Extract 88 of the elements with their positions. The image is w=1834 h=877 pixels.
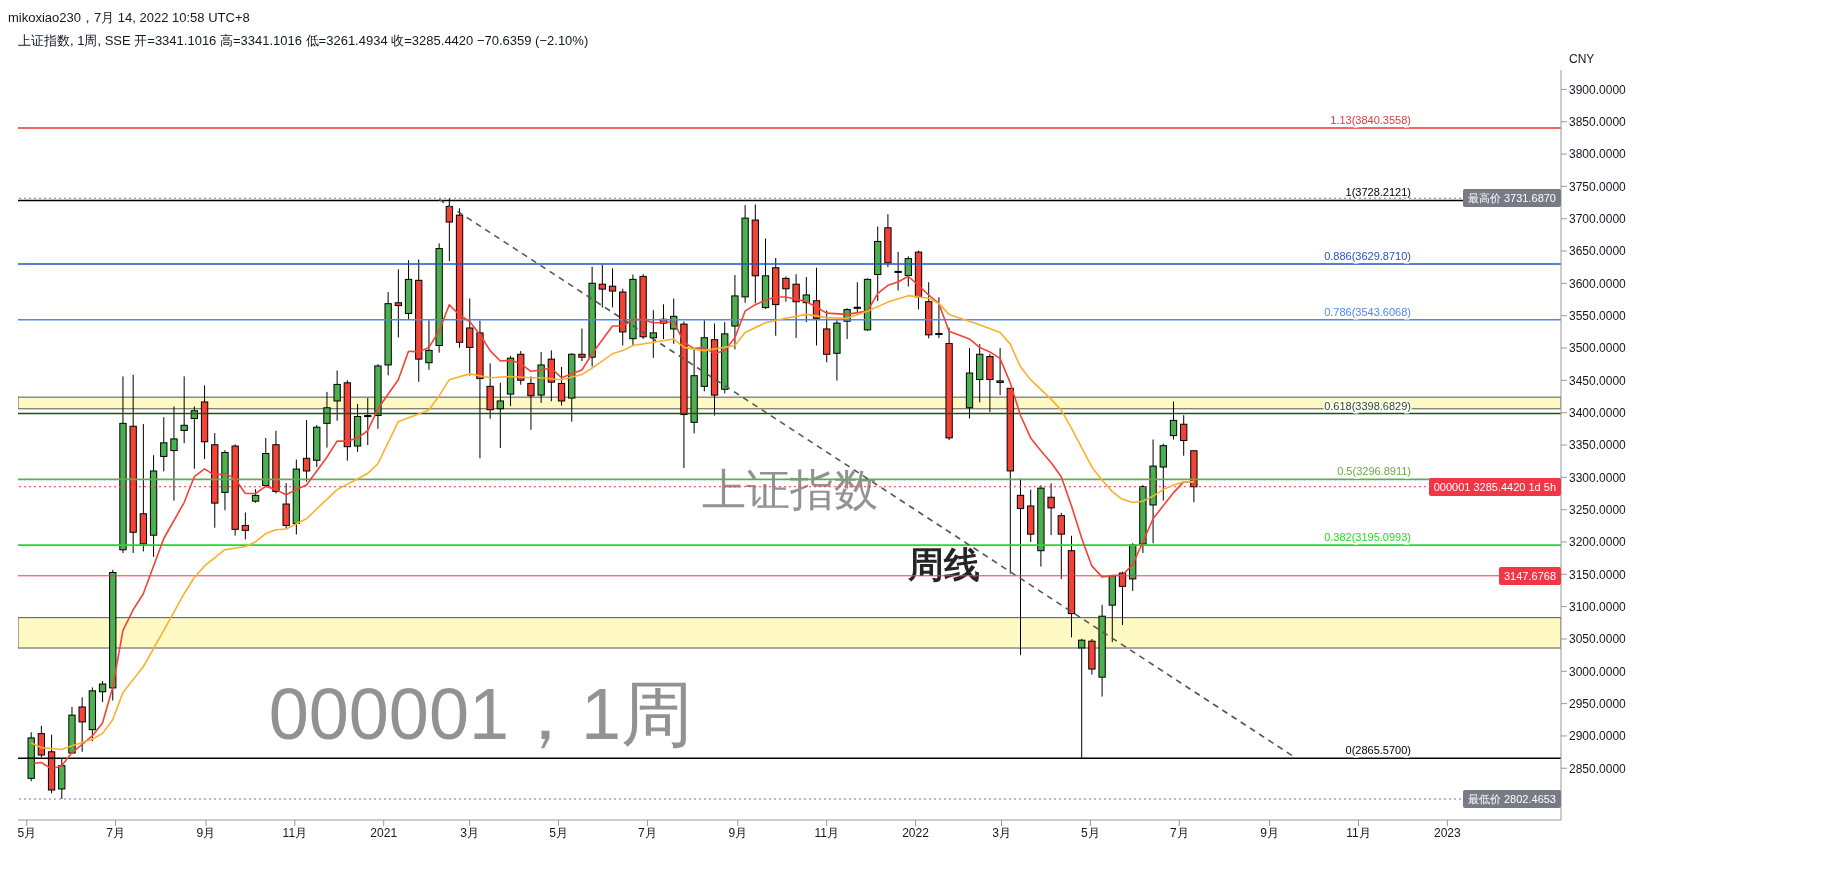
ref-line-label: 1.13(3840.3558) xyxy=(1330,113,1411,126)
y-tick-label: 3050.0000 xyxy=(1569,632,1627,647)
candlestick xyxy=(425,319,433,371)
x-tick-label: 7月 xyxy=(638,825,657,840)
candlestick xyxy=(527,375,535,431)
x-tick-label: 11月 xyxy=(282,825,308,840)
ref-line-label: 0.786(3543.6068) xyxy=(1324,305,1411,318)
ref-line-label: 0.5(3296.8911) xyxy=(1337,465,1411,478)
x-tick-label: 2021 xyxy=(370,825,398,840)
candlestick xyxy=(986,353,994,413)
y-tick-label: 3900.0000 xyxy=(1569,82,1627,97)
candlestick xyxy=(1159,443,1167,501)
candlestick xyxy=(1180,414,1188,457)
candlestick xyxy=(323,391,331,449)
ref-line-label: 最低价 2802.4653 xyxy=(1462,790,1561,808)
ref-line-label: 0(2865.5700) xyxy=(1345,744,1411,757)
x-tick-label: 3月 xyxy=(992,825,1011,840)
x-tick-label: 5月 xyxy=(1081,825,1100,840)
y-tick-label: 3800.0000 xyxy=(1569,147,1627,162)
candlestick xyxy=(935,296,943,339)
x-tick-label: 11月 xyxy=(814,825,839,840)
ref-line-label: 最高价 3731.6870 xyxy=(1462,189,1561,208)
y-tick-label: 3150.0000 xyxy=(1569,567,1627,582)
x-tick-label: 9月 xyxy=(196,825,216,840)
candlestick xyxy=(1057,512,1065,580)
candlestick xyxy=(486,362,494,420)
ref-line-label: 000001 3285.4420 1d 5h xyxy=(1428,477,1561,496)
candlestick xyxy=(1016,477,1025,656)
x-tick-label: 11月 xyxy=(1346,825,1371,840)
candlestick xyxy=(170,405,178,502)
chart-subtitle: mikoxiao230，7月 14, 2022 10:58 UTC+8 xyxy=(8,9,251,27)
y-tick-label: 3100.0000 xyxy=(1569,599,1627,614)
y-tick-label: 3750.0000 xyxy=(1569,179,1627,194)
y-tick-label: 3200.0000 xyxy=(1569,535,1627,550)
candlestick xyxy=(1169,401,1178,440)
y-tick-label: 3000.0000 xyxy=(1569,664,1627,679)
candlestick xyxy=(78,696,86,753)
x-tick-label: 2022 xyxy=(902,825,930,840)
x-tick-label: 3月 xyxy=(460,825,480,840)
candlestick xyxy=(466,297,474,377)
candlestick xyxy=(160,416,168,472)
x-tick-label: 5月 xyxy=(549,825,568,840)
annotation: 000001，1周 xyxy=(268,673,694,756)
chart-title: 上证指数, 1周, SSE 开=3341.1016 高=3341.1016 低=3261.4934 收=3285.4420 −70.6359 (−2.10%) xyxy=(18,33,589,48)
y-tick-label: 2900.0000 xyxy=(1569,729,1627,744)
y-tick-label: 3700.0000 xyxy=(1569,211,1627,226)
candlestick xyxy=(364,397,372,446)
candlestick xyxy=(649,309,657,359)
annotation: 周线 xyxy=(907,542,980,587)
y-tick-label: 3350.0000 xyxy=(1569,438,1627,453)
candlestick xyxy=(282,482,290,530)
candlestick xyxy=(578,328,586,362)
ref-line-label: 0.886(3629.8710) xyxy=(1324,250,1411,263)
candlestick xyxy=(894,251,902,291)
y-tick-label: 3550.0000 xyxy=(1569,308,1627,323)
candlestick xyxy=(180,375,188,444)
y-tick-label: 3400.0000 xyxy=(1569,405,1627,420)
candlestick xyxy=(98,680,107,703)
y-tick-label: 3850.0000 xyxy=(1569,114,1627,129)
candlestick xyxy=(394,268,403,338)
x-tick-label: 9月 xyxy=(1260,825,1279,840)
y-tick-label: 3300.0000 xyxy=(1569,470,1627,485)
candlestick xyxy=(1047,482,1055,536)
x-tick-label: 5月 xyxy=(17,825,37,840)
y-tick-label: 3450.0000 xyxy=(1569,373,1627,388)
candlestick xyxy=(996,347,1004,396)
y-tick-label: 3250.0000 xyxy=(1569,502,1627,517)
y-tick-label: 2850.0000 xyxy=(1569,761,1627,776)
y-tick-label: 3500.0000 xyxy=(1569,341,1627,356)
candlestick xyxy=(608,267,617,308)
ref-line-label: 3147.6768 xyxy=(1499,566,1561,585)
candlestick xyxy=(853,281,861,313)
candlestick xyxy=(333,369,341,422)
ref-line-label: 1(3728.2121) xyxy=(1345,186,1411,199)
text: CNY xyxy=(1569,52,1595,66)
y-tick-label: 3600.0000 xyxy=(1569,276,1627,291)
y-tick-label: 2950.0000 xyxy=(1569,696,1627,711)
candlestick xyxy=(557,366,566,406)
ref-line-label: 0.382(3195.0993) xyxy=(1324,531,1411,544)
candlestick xyxy=(496,382,504,449)
x-tick-label: 7月 xyxy=(106,825,125,840)
x-tick-label: 9月 xyxy=(728,825,748,840)
candlestick xyxy=(302,419,311,483)
x-tick-label: 2023 xyxy=(1434,825,1462,840)
y-tick-label: 3650.0000 xyxy=(1569,244,1627,259)
candlestick xyxy=(598,264,606,309)
x-tick-label: 7月 xyxy=(1169,825,1189,840)
candlestick xyxy=(241,512,250,540)
